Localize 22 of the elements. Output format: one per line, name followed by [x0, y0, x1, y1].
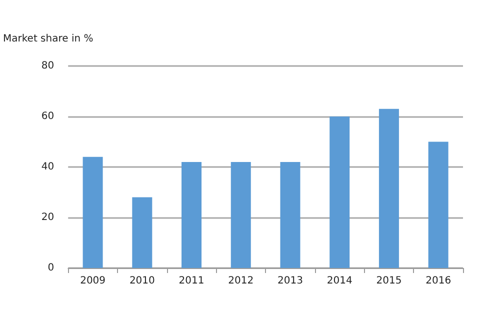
x-tick-label: 2012	[228, 276, 254, 286]
x-tick-label: 2010	[129, 276, 155, 286]
x-tick-label: 2009	[80, 276, 106, 286]
y-axis-title: Market share in %	[3, 34, 94, 44]
y-tick-label: 60	[41, 111, 54, 122]
x-tick-label: 2011	[178, 276, 204, 286]
bar	[280, 162, 300, 268]
bar	[330, 116, 350, 268]
y-tick-label: 20	[41, 212, 54, 223]
bar	[82, 156, 103, 268]
x-tick-label: 2014	[326, 276, 352, 286]
y-tick-label: 40	[41, 162, 54, 172]
x-tick-label: 2015	[376, 276, 402, 286]
x-tick-label: 2013	[278, 276, 303, 286]
bar	[378, 108, 399, 268]
y-tick-label: 80	[41, 60, 54, 72]
bar	[230, 162, 251, 268]
bar	[428, 142, 448, 268]
x-tick-label: 2016	[426, 276, 452, 286]
bar	[182, 162, 202, 268]
bar	[132, 197, 152, 268]
y-tick-label: 0	[48, 262, 54, 274]
